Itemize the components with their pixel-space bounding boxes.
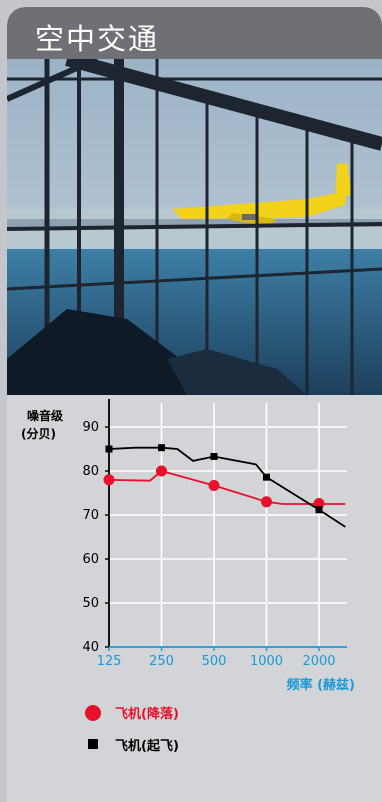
y-tick-label: 40: [82, 640, 99, 655]
airplane: [172, 163, 352, 227]
data-point-landing: [261, 496, 272, 508]
data-point-takeoff: [210, 452, 218, 460]
chart-legend: 飞机(降落) 飞机(起飞): [7, 697, 382, 767]
series-line-0: [108, 470, 346, 505]
red-circle-marker-icon: [85, 705, 101, 721]
data-point-takeoff: [105, 445, 113, 453]
y-tick-label: 80: [82, 464, 99, 479]
legend-item-takeoff: 飞机(起飞): [88, 735, 179, 754]
legend-item-landing: 飞机(降落): [85, 703, 179, 722]
data-point-takeoff: [158, 444, 165, 452]
x-tick-label: 125: [97, 654, 122, 669]
noise-card: 空中交通: [7, 7, 382, 802]
y-axis-label-line1: 噪音级: [27, 408, 63, 423]
y-tick-label: 90: [82, 420, 99, 435]
header-bar: 空中交通: [7, 7, 382, 59]
y-tick-label: 70: [82, 508, 99, 523]
legend-label-takeoff: 飞机(起飞): [115, 739, 179, 754]
y-tick-label: 50: [82, 596, 99, 611]
data-point-landing: [103, 474, 115, 486]
x-axis-label: 频率 (赫兹): [287, 677, 355, 693]
series-line-1: [108, 446, 346, 528]
data-point-takeoff: [315, 506, 323, 514]
airport-photo: [7, 59, 382, 395]
page-title: 空中交通: [35, 22, 160, 56]
legend-label-landing: 飞机(降落): [115, 707, 179, 722]
black-square-marker-icon: [88, 739, 98, 749]
x-tick-label: 2000: [302, 654, 335, 669]
data-point-takeoff: [263, 473, 270, 481]
data-point-landing: [208, 480, 220, 492]
data-point-landing: [156, 465, 167, 477]
y-tick-label: 60: [82, 552, 99, 567]
y-axis-label-line2: (分贝): [21, 426, 56, 441]
x-tick-label: 500: [202, 654, 227, 669]
x-tick-label: 250: [149, 654, 174, 669]
x-tick-label: 1000: [250, 654, 283, 669]
